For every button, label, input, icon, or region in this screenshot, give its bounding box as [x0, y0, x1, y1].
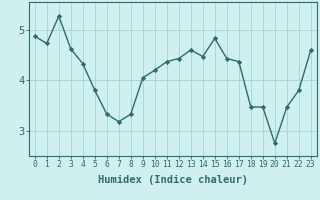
X-axis label: Humidex (Indice chaleur): Humidex (Indice chaleur) — [98, 175, 248, 185]
